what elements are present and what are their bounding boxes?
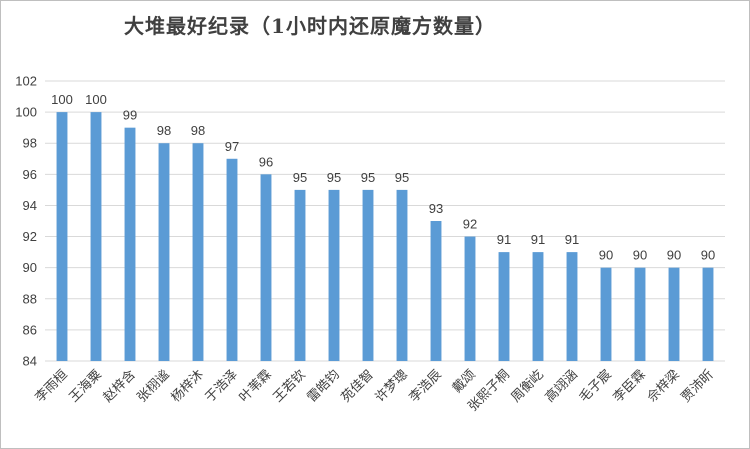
x-category-label: 王若钦	[270, 367, 309, 406]
data-label: 98	[191, 123, 205, 138]
chart-title: 大堆最好纪录（1小时内还原魔方数量）	[124, 14, 496, 38]
x-category-label: 叶苇霖	[237, 367, 275, 405]
x-category-label: 李浩辰	[407, 367, 445, 405]
data-label: 90	[599, 248, 613, 263]
y-tick-label: 88	[23, 291, 37, 306]
y-tick-label: 102	[15, 74, 37, 89]
data-label: 93	[429, 201, 443, 216]
x-category-label: 王海粟	[67, 367, 105, 405]
x-category-label: 佘梓梁	[644, 367, 683, 406]
data-label: 95	[327, 170, 341, 185]
bar	[56, 112, 68, 361]
data-label: 96	[259, 154, 273, 169]
bar	[260, 174, 272, 361]
x-category-label: 张栩谧	[135, 367, 173, 405]
bar	[634, 267, 646, 361]
y-tick-label: 100	[15, 105, 37, 120]
data-label: 95	[293, 170, 307, 185]
data-label: 91	[565, 232, 579, 247]
bar	[464, 236, 476, 361]
data-label: 92	[463, 217, 477, 232]
y-tick-label: 98	[23, 136, 37, 151]
data-label: 100	[51, 92, 73, 107]
x-category-label: 于浩泽	[203, 367, 241, 405]
bar	[566, 252, 578, 361]
data-label: 98	[157, 123, 171, 138]
bar	[396, 189, 408, 361]
data-labels: 100 100 99 98 98 97 96 95 95 95 95 93 92 91 91 91 90 90 90…	[51, 92, 715, 263]
x-category-label: 李臣霖	[611, 367, 649, 405]
data-label: 91	[531, 232, 545, 247]
bar	[600, 267, 612, 361]
x-category-label: 毛子宸	[576, 367, 615, 406]
bar	[430, 221, 442, 361]
data-label: 100	[85, 92, 107, 107]
data-label: 99	[123, 108, 137, 123]
y-tick-label: 92	[23, 229, 37, 244]
y-axis-ticks: 84 86 88 90 92 94 96 98 100 102	[15, 74, 37, 369]
bars	[56, 112, 714, 362]
x-category-label: 杨梓沐	[169, 367, 207, 405]
x-category-label: 雷皓钧	[305, 367, 343, 405]
y-tick-label: 94	[23, 198, 37, 213]
gridlines	[45, 80, 725, 362]
y-tick-label: 90	[23, 260, 37, 275]
y-tick-label: 96	[23, 167, 37, 182]
bar	[702, 267, 714, 361]
bar	[192, 143, 204, 361]
data-label: 90	[667, 248, 681, 263]
bar	[294, 189, 306, 361]
x-category-label: 李雨桓	[33, 367, 71, 405]
bar	[226, 158, 238, 361]
x-category-label: 许梦璁	[372, 367, 411, 406]
data-label: 95	[395, 170, 409, 185]
x-category-label: 戴颂	[450, 367, 479, 396]
data-label: 95	[361, 170, 375, 185]
x-category-label: 周衡屹	[509, 367, 547, 405]
x-category-label: 苑佳智	[339, 367, 377, 405]
bar	[532, 252, 544, 361]
bar	[362, 189, 374, 361]
x-category-label: 贾沛昕	[679, 367, 717, 405]
x-category-label: 高翊涵	[542, 367, 581, 406]
y-tick-label: 84	[23, 354, 37, 369]
bar	[328, 189, 340, 361]
data-label: 97	[225, 139, 239, 154]
data-label: 90	[633, 248, 647, 263]
x-category-label: 赵梓含	[100, 367, 139, 406]
bar	[90, 112, 102, 361]
data-label: 91	[497, 232, 511, 247]
y-tick-label: 86	[23, 322, 37, 337]
bar	[158, 143, 170, 361]
data-label: 90	[701, 248, 715, 263]
bar	[668, 267, 680, 361]
bar	[498, 252, 510, 361]
bar	[124, 127, 136, 362]
